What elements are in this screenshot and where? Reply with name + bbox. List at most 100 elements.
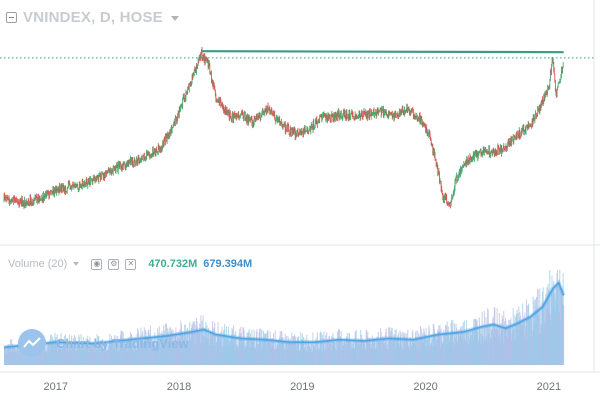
gear-icon[interactable]: ⚙ — [108, 258, 120, 270]
volume-bar — [326, 332, 328, 365]
volume-bar — [195, 318, 197, 365]
volume-bar — [556, 273, 558, 365]
volume-bar — [515, 316, 517, 365]
volume-bar — [542, 291, 544, 365]
volume-bar — [506, 324, 508, 365]
volume-bar — [159, 343, 161, 365]
volume-bar — [304, 338, 306, 365]
volume-bar — [241, 344, 243, 365]
volume-bar — [417, 330, 419, 365]
volume-bar — [504, 326, 506, 365]
volume-bar — [386, 344, 388, 365]
symbol-title[interactable]: VNINDEX, D, HOSE — [23, 8, 163, 26]
volume-bar — [63, 335, 65, 365]
volume-bar — [134, 336, 136, 365]
volume-bar — [365, 349, 367, 365]
volume-bar — [147, 336, 149, 365]
volume-bar — [422, 333, 424, 365]
volume-bar — [445, 324, 447, 365]
volume-bar — [532, 335, 534, 365]
volume-bar — [323, 331, 325, 365]
volume-bar — [424, 334, 426, 365]
volume-bar — [259, 339, 261, 365]
collapse-icon[interactable] — [6, 11, 17, 23]
volume-bar — [185, 339, 187, 365]
volume-bar — [135, 348, 137, 365]
volume-bar — [17, 341, 19, 365]
volume-bar — [103, 351, 105, 365]
volume-bar — [149, 348, 151, 365]
volume-bar — [27, 350, 29, 365]
volume-bar — [214, 322, 216, 365]
volume-bar — [448, 342, 450, 365]
volume-bar — [53, 343, 55, 365]
volume-bar — [494, 338, 496, 365]
volume-bar — [521, 324, 522, 365]
volume-bar — [213, 345, 215, 365]
volume-bar — [346, 337, 348, 365]
volume-bar — [364, 341, 366, 365]
volume-bar — [468, 337, 470, 365]
volume-bar — [56, 334, 58, 365]
volume-bar — [115, 335, 117, 365]
chevron-down-icon[interactable] — [170, 15, 179, 21]
volume-bar — [466, 341, 468, 365]
volume-bar — [42, 344, 44, 365]
chevron-down-icon[interactable] — [73, 262, 80, 266]
volume-bar — [535, 296, 537, 365]
volume-bar — [206, 325, 208, 365]
volume-bar — [185, 344, 187, 365]
volume-bar — [366, 336, 368, 365]
volume-bar — [161, 330, 163, 365]
eye-icon[interactable]: ◉ — [91, 258, 103, 270]
volume-bar — [342, 345, 344, 365]
volume-bar — [430, 344, 432, 365]
tradingview-watermark[interactable]: Chart by TradingView — [18, 329, 189, 357]
volume-bar — [446, 343, 448, 365]
volume-bar — [377, 348, 379, 365]
volume-bar — [363, 340, 365, 365]
volume-bar — [366, 329, 368, 365]
volume-bar — [448, 336, 450, 365]
volume-bar — [431, 342, 433, 365]
close-icon[interactable]: ✕ — [125, 258, 137, 270]
volume-bar — [50, 343, 52, 365]
volume-bar — [117, 336, 119, 365]
volume-bar — [264, 333, 266, 365]
volume-bar — [103, 350, 105, 365]
volume-bar — [228, 326, 230, 365]
volume-bar — [97, 349, 99, 365]
volume-bar — [451, 320, 453, 365]
volume-bar — [498, 337, 500, 365]
volume-bar — [492, 316, 494, 365]
volume-bar — [112, 342, 114, 365]
volume-bar — [354, 348, 356, 365]
volume-bar — [417, 341, 419, 365]
volume-bar — [318, 349, 320, 365]
volume-bar — [374, 339, 375, 365]
volume-bar — [241, 337, 243, 365]
volume-bar — [215, 345, 217, 365]
volume-bar — [62, 347, 64, 365]
volume-bar — [76, 350, 78, 365]
volume-bar — [22, 349, 24, 365]
volume-bar — [475, 319, 477, 365]
volume-bar — [302, 337, 304, 365]
volume-bar — [70, 344, 72, 365]
volume-bar — [530, 336, 532, 365]
volume-bar — [396, 337, 398, 365]
volume-bar — [64, 345, 66, 365]
volume-bar — [360, 330, 362, 365]
volume-bar — [230, 335, 232, 365]
volume-bar — [134, 344, 136, 365]
volume-bar — [106, 349, 108, 365]
volume-bar — [80, 333, 82, 365]
volume-bar — [262, 339, 264, 365]
volume-bar — [518, 306, 520, 365]
volume-bar — [187, 327, 189, 365]
volume-bar — [541, 301, 543, 365]
volume-bar — [173, 345, 175, 365]
volume-bar — [487, 308, 489, 365]
volume-bar — [374, 349, 376, 365]
